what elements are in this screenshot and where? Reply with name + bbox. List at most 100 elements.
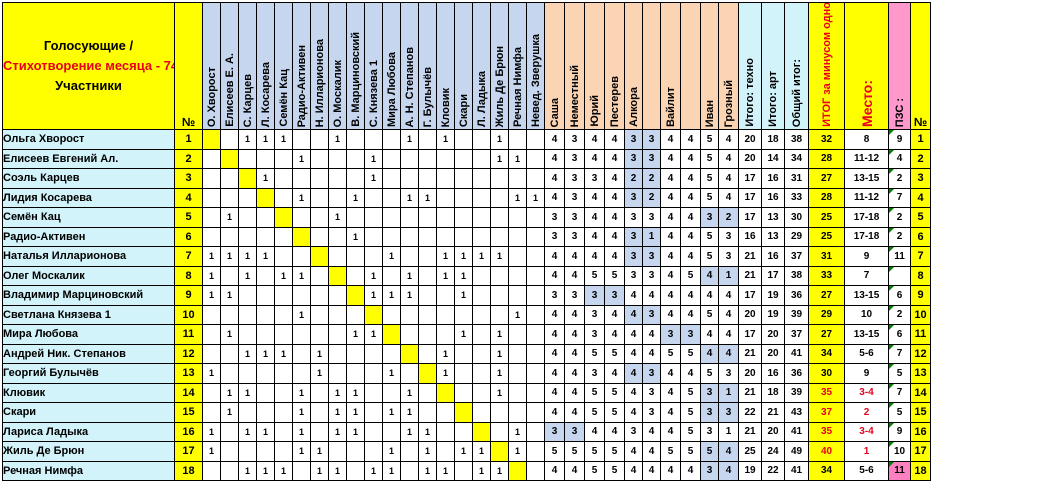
vote-cell <box>202 187 221 208</box>
participant-name: Владимир Марциновский <box>2 285 175 306</box>
pzs-cell: 2 <box>888 207 911 228</box>
jury-score-cell: 3 <box>544 421 565 442</box>
jury-column-header: Пестерев <box>604 2 625 130</box>
vote-cell <box>454 129 473 150</box>
jury-score-cell: 4 <box>604 207 625 228</box>
vote-cell: 1 <box>382 363 401 384</box>
vote-cell: 1 <box>400 187 419 208</box>
jury-score-cell: 4 <box>718 343 739 364</box>
vote-cell: 1 <box>238 265 257 286</box>
jury-score-cell: 5 <box>680 382 701 403</box>
table-row: Скари 15 1 1 1 1 1 1 4 4 5 5 4 3 4 5 3 3 22 21 43 37 2 5 15 <box>2 402 931 423</box>
vote-cell: 1 <box>364 148 383 169</box>
vote-cell <box>454 402 473 423</box>
pzs-cell: 5 <box>888 402 911 423</box>
itog-cell: 35 <box>808 382 845 403</box>
voter-column-header: Невед. Зверушка <box>526 2 545 130</box>
itog-cell: 28 <box>808 148 845 169</box>
vote-cell <box>508 343 527 364</box>
pzs-cell: 11 <box>888 246 911 267</box>
total-cell: 17 <box>738 187 762 208</box>
vote-cell <box>220 421 239 442</box>
voter-column-header-label: О. Москалик <box>331 59 344 127</box>
vote-cell <box>472 402 491 423</box>
vote-cell <box>400 460 419 481</box>
vote-cell <box>418 285 437 306</box>
jury-score-cell: 3 <box>564 187 585 208</box>
jury-score-cell: 4 <box>604 246 625 267</box>
participant-number: 10 <box>174 304 203 325</box>
jury-score-cell: 4 <box>642 285 661 306</box>
total-cell: 41 <box>784 421 809 442</box>
vote-cell <box>436 402 455 423</box>
participant-name: Георгий Булычёв <box>2 363 175 384</box>
vote-cell <box>220 148 239 169</box>
participant-number: 4 <box>174 187 203 208</box>
vote-cell <box>292 129 311 150</box>
vote-cell <box>346 460 365 481</box>
vote-cell <box>364 441 383 462</box>
total-cell: 17 <box>761 265 785 286</box>
vote-cell: 1 <box>220 207 239 228</box>
total-cell: 36 <box>784 285 809 306</box>
total-cell: 21 <box>738 421 762 442</box>
pzs-cell: 10 <box>888 441 911 462</box>
jury-score-cell: 4 <box>564 304 585 325</box>
pzs-cell: 7 <box>888 343 911 364</box>
vote-cell: 1 <box>382 441 401 462</box>
vote-cell <box>454 148 473 169</box>
participant-name: Андрей Ник. Степанов <box>2 343 175 364</box>
jury-score-cell: 4 <box>564 246 585 267</box>
itog-cell: 29 <box>808 304 845 325</box>
vote-cell <box>382 324 401 345</box>
vote-cell: 1 <box>274 460 293 481</box>
vote-cell: 1 <box>508 148 527 169</box>
vote-cell <box>310 265 329 286</box>
jury-score-cell: 5 <box>604 441 625 462</box>
vote-cell <box>256 363 275 384</box>
vote-cell <box>220 226 239 247</box>
jury-score-cell: 3 <box>718 246 739 267</box>
vote-cell <box>292 343 311 364</box>
itog-cell: 31 <box>808 246 845 267</box>
vote-cell <box>310 226 329 247</box>
jury-score-cell: 4 <box>718 441 739 462</box>
vote-cell <box>274 441 293 462</box>
jury-score-cell: 4 <box>544 382 565 403</box>
voter-column-header-label: Семён Кац <box>277 69 290 127</box>
vote-cell: 1 <box>418 187 437 208</box>
header-number: № <box>174 2 203 130</box>
jury-score-cell: 4 <box>660 304 681 325</box>
jury-score-cell: 5 <box>564 441 585 462</box>
participant-number-right: 11 <box>910 324 931 345</box>
vote-cell <box>508 382 527 403</box>
vote-cell: 1 <box>220 382 239 403</box>
jury-score-cell: 4 <box>564 460 585 481</box>
vote-cell: 1 <box>400 402 419 423</box>
vote-cell <box>472 363 491 384</box>
total-cell: 19 <box>738 460 762 481</box>
jury-score-cell: 5 <box>680 402 701 423</box>
jury-score-cell: 5 <box>584 382 605 403</box>
jury-score-cell: 3 <box>624 265 643 286</box>
vote-cell <box>256 226 275 247</box>
jury-score-cell: 3 <box>564 168 585 189</box>
vote-cell <box>454 226 473 247</box>
table-row: Соэль Карцев 3 1 1 4 3 3 4 2 2 4 4 5 4 17 16 31 27 13-15 2 3 <box>2 168 931 189</box>
vote-cell <box>508 168 527 189</box>
vote-cell <box>490 187 509 208</box>
itog-cell: 30 <box>808 363 845 384</box>
voter-column-header-label: Г. Булычёв <box>421 66 434 127</box>
table-row: Владимир Марциновский 9 1 1 1 1 1 1 3 3 3 3 4 4 4 4 4 4 17… <box>2 285 931 306</box>
total-cell: 39 <box>784 304 809 325</box>
vote-cell <box>490 226 509 247</box>
vote-cell <box>472 129 491 150</box>
participant-number-right: 8 <box>910 265 931 286</box>
vote-cell: 1 <box>202 265 221 286</box>
participant-number: 11 <box>174 324 203 345</box>
jury-score-cell: 4 <box>680 363 701 384</box>
jury-score-cell: 4 <box>700 265 719 286</box>
vote-cell <box>292 207 311 228</box>
vote-cell <box>220 187 239 208</box>
vote-cell: 1 <box>220 285 239 306</box>
